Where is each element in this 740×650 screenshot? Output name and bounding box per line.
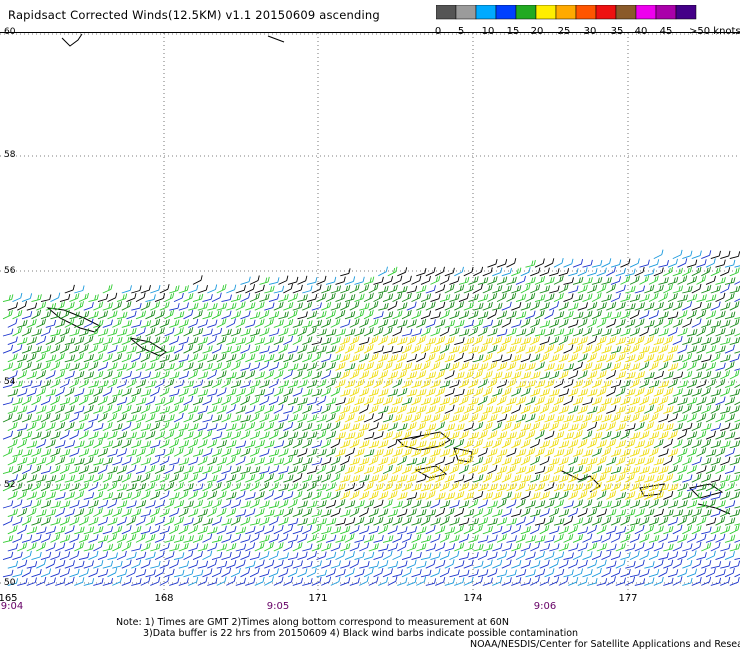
lon-label-174: 174 bbox=[463, 593, 483, 604]
lon-label-171: 171 bbox=[308, 593, 328, 604]
wind-barb-group bbox=[7, 250, 740, 526]
colorbar-label: 5 bbox=[457, 26, 465, 37]
wind-barb-group bbox=[2, 259, 740, 552]
time-label-2: 9:05 bbox=[266, 601, 290, 612]
map-grid bbox=[0, 33, 740, 598]
lon-label-177: 177 bbox=[618, 593, 638, 604]
lat-label-52: 52 bbox=[4, 480, 16, 490]
wind-barb-group bbox=[2, 250, 740, 586]
colorbar-swatch bbox=[455, 4, 477, 20]
colorbar-swatch bbox=[575, 4, 597, 20]
colorbar-label: 10 bbox=[481, 26, 495, 37]
colorbar-swatch bbox=[435, 4, 457, 20]
note-line-1: Note: 1) Times are GMT 2)Times along bot… bbox=[116, 617, 509, 628]
coastline-north-2 bbox=[267, 35, 285, 43]
colorbar-swatches bbox=[435, 4, 697, 20]
colorbar-label: 0 bbox=[434, 26, 442, 37]
map-top-border bbox=[0, 32, 740, 33]
time-label-1: 9:04 bbox=[0, 601, 24, 612]
lat-label-54: 54 bbox=[4, 377, 16, 387]
note-line-2: 3)Data buffer is 22 hrs from 20150609 4)… bbox=[143, 628, 579, 639]
colorbar-swatch bbox=[595, 4, 617, 20]
note-line-3: NOAA/NESDIS/Center for Satellite Applica… bbox=[470, 639, 740, 650]
colorbar-label: 20 bbox=[530, 26, 544, 37]
colorbar-swatch bbox=[515, 4, 537, 20]
lat-label-50: 50 bbox=[4, 578, 16, 588]
aleutian-island-3 bbox=[414, 465, 448, 479]
lat-label-56: 56 bbox=[4, 266, 16, 276]
colorbar-label: 35 bbox=[610, 26, 624, 37]
colorbar-swatch bbox=[635, 4, 657, 20]
wind-barb-group bbox=[335, 335, 679, 500]
aleutian-island-1 bbox=[396, 431, 451, 451]
colorbar-swatch bbox=[555, 4, 577, 20]
colorbar-swatch bbox=[475, 4, 497, 20]
colorbar-swatch bbox=[675, 4, 697, 20]
colorbar-legend: 0 5 10 15 20 25 30 35 40 45 >50 knots bbox=[435, 4, 740, 37]
wind-barbs bbox=[2, 249, 740, 586]
coastline-north bbox=[61, 33, 83, 47]
colorbar-label: >50 knots bbox=[689, 26, 740, 37]
wind-barb-group bbox=[2, 266, 740, 526]
colorbar-swatch bbox=[655, 4, 677, 20]
lat-label-60: 60 bbox=[4, 27, 16, 37]
colorbar-label: 25 bbox=[557, 26, 571, 37]
lat-label-58: 58 bbox=[4, 150, 16, 160]
lon-label-165: 165 bbox=[0, 593, 18, 604]
aleutian-island-4 bbox=[559, 469, 601, 493]
colorbar-label: 45 bbox=[659, 26, 673, 37]
time-label-3: 9:06 bbox=[533, 601, 557, 612]
colorbar-swatch bbox=[495, 4, 517, 20]
colorbar-swatch bbox=[535, 4, 557, 20]
wind-barb-group bbox=[7, 249, 740, 586]
map-title: Rapidsact Corrected Winds(12.5KM) v1.1 2… bbox=[8, 8, 380, 22]
colorbar-label: 40 bbox=[634, 26, 648, 37]
colorbar-label: 30 bbox=[583, 26, 597, 37]
colorbar-swatch bbox=[615, 4, 637, 20]
pribilof-island-2 bbox=[129, 337, 167, 357]
colorbar-label: 15 bbox=[506, 26, 520, 37]
lon-label-168: 168 bbox=[154, 593, 174, 604]
